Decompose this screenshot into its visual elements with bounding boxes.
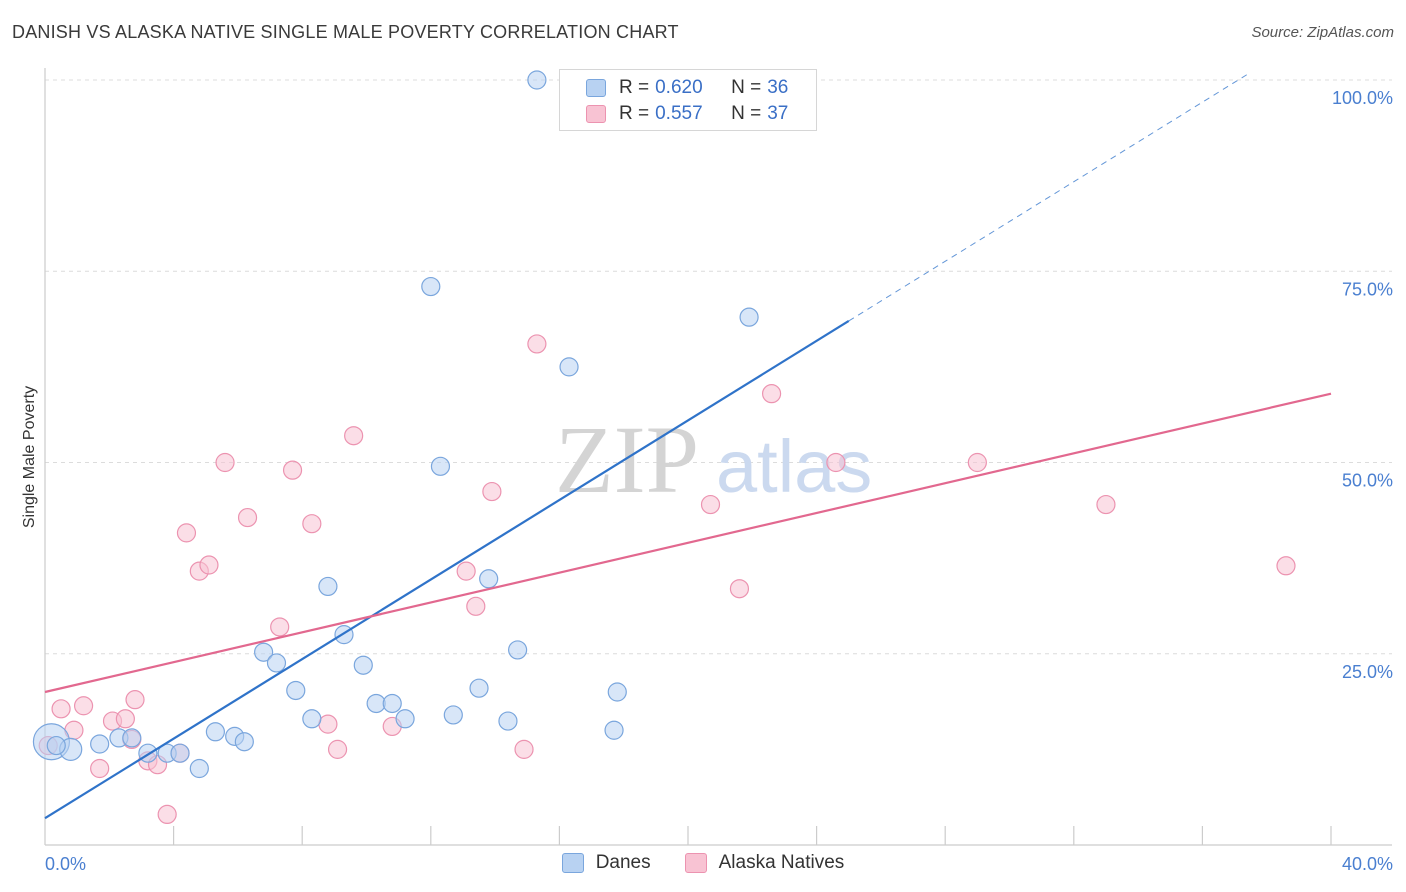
alaska-point xyxy=(327,739,348,759)
danes-point xyxy=(90,734,110,754)
alaska-point xyxy=(826,452,846,473)
danes-point xyxy=(607,682,627,702)
alaska-point xyxy=(967,452,987,473)
alaska-point xyxy=(115,709,135,729)
danes-swatch xyxy=(561,853,584,873)
correlation-legend: R = 0.620 N = 36 R = 0.557 N = 37 xyxy=(559,69,817,131)
legend-label-danes: Danes xyxy=(595,852,651,873)
series-danes xyxy=(32,70,759,779)
danes-point xyxy=(739,307,759,327)
alaska-swatch xyxy=(586,105,606,123)
r-value: 0.620 xyxy=(655,77,703,98)
danes-point xyxy=(508,640,528,660)
danes-trend-extension xyxy=(848,71,1251,322)
danes-point xyxy=(122,728,142,748)
alaska-point xyxy=(199,555,219,575)
legend-item-alaska: Alaska Natives xyxy=(684,852,845,874)
n-label: N = xyxy=(731,77,762,98)
alaska-point xyxy=(51,699,71,719)
danes-point xyxy=(479,569,499,589)
alaska-point xyxy=(466,596,486,616)
alaska-point xyxy=(482,481,502,502)
alaska-point xyxy=(237,507,258,528)
source-note: Source: ZipAtlas.com xyxy=(1251,24,1394,41)
alaska-point xyxy=(700,494,721,515)
danes-point xyxy=(318,576,338,597)
alaska-point xyxy=(1276,556,1296,576)
tick-labels: 25.0% 50.0% 75.0% 100.0% 0.0% 40.0% xyxy=(45,88,1393,874)
legend-row-danes: R = 0.620 N = 36 xyxy=(586,77,788,99)
danes-point xyxy=(395,709,415,729)
n-value: 37 xyxy=(767,103,789,124)
alaska-point xyxy=(302,514,322,534)
danes-point xyxy=(205,722,225,742)
alaska-point xyxy=(157,804,177,825)
alaska-point xyxy=(514,739,534,759)
r-value: 0.557 xyxy=(655,103,703,124)
danes-point xyxy=(266,653,287,673)
legend-item-danes: Danes xyxy=(561,852,651,874)
alaska-point xyxy=(761,384,782,404)
watermark-zip: ZIP xyxy=(555,406,699,513)
watermark: ZIP atlas xyxy=(555,406,872,513)
alaska-point xyxy=(729,579,750,599)
n-value: 36 xyxy=(767,77,789,98)
danes-point xyxy=(234,732,254,752)
r-label: R = xyxy=(619,77,650,98)
alaska-point xyxy=(125,690,145,710)
danes-point xyxy=(302,709,322,729)
alaska-trend-line xyxy=(44,392,1332,694)
alaska-point xyxy=(1096,494,1116,515)
alaska-point xyxy=(215,452,235,473)
y-tick-label: 100.0% xyxy=(1332,88,1393,108)
danes-trend-line xyxy=(44,320,850,820)
danes-point xyxy=(469,678,489,698)
danes-point xyxy=(430,456,451,476)
danes-point xyxy=(353,655,373,675)
alaska-point xyxy=(318,714,338,734)
alaska-point xyxy=(456,561,476,581)
n-label: N = xyxy=(731,103,762,124)
legend-row-alaska: R = 0.557 N = 37 xyxy=(586,103,788,125)
danes-point xyxy=(443,705,463,725)
alaska-point xyxy=(73,696,94,716)
danes-point xyxy=(254,642,274,662)
danes-swatch xyxy=(586,79,606,97)
trend-lines xyxy=(44,71,1332,820)
alaska-point xyxy=(176,523,197,543)
r-label: R = xyxy=(619,103,650,124)
alaska-point xyxy=(90,758,110,779)
danes-point xyxy=(527,70,547,90)
gridlines xyxy=(45,79,1392,655)
x-tick-label: 40.0% xyxy=(1342,854,1393,874)
danes-point xyxy=(382,693,402,714)
alaska-point xyxy=(270,617,290,637)
alaska-swatch xyxy=(684,853,707,873)
x-tick-label: 0.0% xyxy=(45,854,86,874)
y-tick-label: 75.0% xyxy=(1342,279,1393,299)
chart-title: DANISH VS ALASKA NATIVE SINGLE MALE POVE… xyxy=(12,22,679,42)
alaska-point xyxy=(344,426,364,446)
danes-point xyxy=(170,743,190,763)
danes-point xyxy=(604,720,624,740)
danes-point xyxy=(366,693,386,714)
danes-point xyxy=(559,357,579,377)
danes-point xyxy=(421,276,441,297)
danes-point xyxy=(46,735,66,756)
danes-point xyxy=(286,680,306,701)
alaska-point xyxy=(527,334,547,354)
danes-point xyxy=(189,758,209,779)
alaska-point xyxy=(282,460,303,480)
y-tick-label: 25.0% xyxy=(1342,662,1393,682)
legend-label-alaska: Alaska Natives xyxy=(718,852,845,873)
danes-point xyxy=(498,711,518,731)
series-legend: Danes Alaska Natives xyxy=(0,852,1406,874)
y-tick-label: 50.0% xyxy=(1342,471,1393,491)
axes xyxy=(44,68,1392,846)
watermark-atlas: atlas xyxy=(716,425,872,508)
